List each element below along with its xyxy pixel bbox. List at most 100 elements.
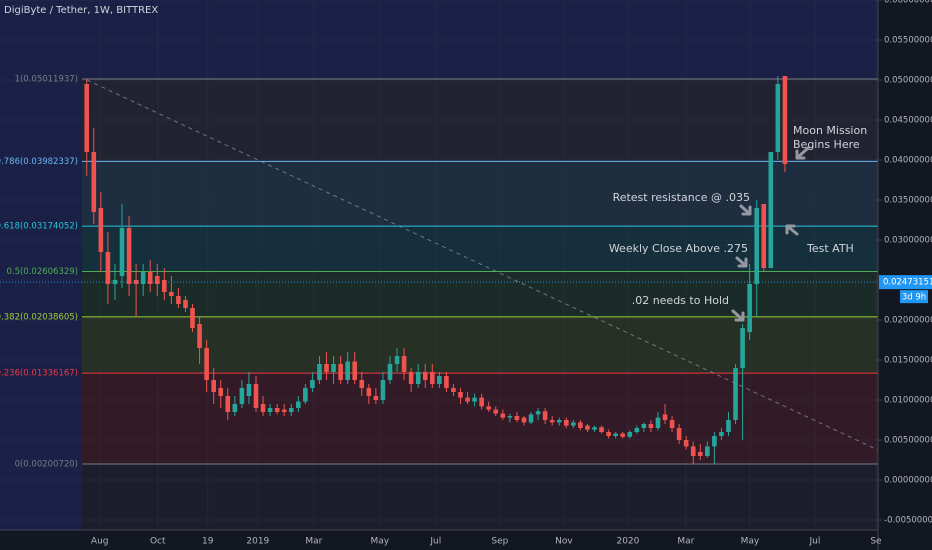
candle-body <box>458 392 463 398</box>
candle-body <box>415 372 421 384</box>
candle-body <box>105 252 111 284</box>
fib-label: 0.5(0.02606329) <box>6 267 78 277</box>
candle-body <box>345 361 350 380</box>
y-tick-label: 0.03500000 <box>884 196 932 206</box>
fib-label: 1(0.05011937) <box>15 75 78 85</box>
candle-body <box>422 372 428 380</box>
candle-body <box>676 428 682 440</box>
x-tick-label: Se <box>870 537 882 547</box>
fib-label: 0.618(0.03174052) <box>0 222 78 232</box>
candle-body <box>176 296 181 304</box>
candle-body <box>140 272 146 284</box>
annotation: .02 needs to Hold <box>632 294 729 307</box>
candle-body <box>169 292 174 296</box>
candle-body <box>535 411 541 415</box>
candle-body <box>479 397 484 407</box>
arrow <box>795 146 810 160</box>
candle-body <box>204 348 209 380</box>
x-tick-label: 19 <box>202 537 214 547</box>
candle-body <box>303 388 308 402</box>
candle-body <box>669 420 675 428</box>
y-tick-label: 0.06000000 <box>884 0 932 6</box>
countdown-box <box>900 290 928 304</box>
candle-body <box>740 328 745 368</box>
candle-body <box>705 446 710 456</box>
chart-title: DigiByte / Tether, 1W, BITTREX <box>4 5 158 16</box>
trend-line <box>86 79 879 451</box>
candle-body <box>225 396 231 412</box>
candle-body <box>197 324 202 348</box>
candle-body <box>190 308 195 328</box>
candle-body <box>401 356 407 372</box>
candle-body <box>655 417 661 428</box>
candle-body <box>761 204 767 268</box>
countdown: 3d 9h <box>902 293 926 303</box>
x-tick-label: 2019 <box>246 537 269 547</box>
fib-label: 0.236(0.01336167) <box>0 369 78 379</box>
x-tick-label: Mar <box>305 537 322 547</box>
candle-body <box>613 433 618 436</box>
candle-body <box>387 364 393 380</box>
x-tick-label: Jul <box>809 537 821 547</box>
candle-body <box>775 84 781 152</box>
fib-below <box>82 463 878 530</box>
x-tick-label: May <box>371 537 390 547</box>
candle-body <box>281 409 287 412</box>
candle-body <box>697 452 703 456</box>
candle-body <box>288 408 294 412</box>
candle-body <box>162 280 167 292</box>
x-tick-label: Sep <box>491 537 508 547</box>
y-tick-label: 0.04000000 <box>884 156 932 166</box>
candle-body <box>634 428 640 432</box>
candle-body <box>747 284 752 332</box>
candle-body <box>126 228 132 284</box>
candle-body <box>98 208 104 252</box>
candle-body <box>733 368 738 420</box>
candle-body <box>648 424 654 428</box>
candle-body <box>712 436 717 447</box>
candle-body <box>683 440 689 447</box>
candle-body <box>232 404 238 412</box>
candle-body <box>444 376 449 388</box>
candle-body <box>246 384 252 396</box>
x-tick-label: May <box>741 537 760 547</box>
candle-body <box>549 420 555 423</box>
x-tick-label: Mar <box>677 537 694 547</box>
annotation: Retest resistance @ .035 <box>613 191 750 204</box>
candle-body <box>310 380 315 388</box>
annotation: Test ATH <box>806 242 854 255</box>
candle-body <box>366 388 372 396</box>
candle-body <box>183 300 188 308</box>
candle-body <box>437 376 442 384</box>
candle-body <box>296 401 301 408</box>
x-tick-label: 2020 <box>616 537 639 547</box>
x-tick-label: Jul <box>429 537 441 547</box>
candle-body <box>331 364 336 372</box>
candle-body <box>542 411 548 420</box>
candle-body <box>373 396 379 400</box>
candle-body <box>486 406 492 410</box>
x-tick-label: Aug <box>91 537 109 547</box>
candle-body <box>528 414 534 423</box>
last-price-label: 0.02473151 <box>883 278 932 288</box>
candle-body <box>641 424 647 428</box>
candle-body <box>147 272 153 284</box>
x-tick-label: Oct <box>150 537 166 547</box>
x-tick-label: Nov <box>555 537 573 547</box>
candle-body <box>451 388 456 392</box>
candle-body <box>585 425 590 430</box>
candle-body <box>782 76 788 164</box>
candle-body <box>154 276 160 284</box>
candle-body <box>563 420 569 426</box>
candle-body <box>91 152 97 212</box>
y-tick-label: 0.00500000 <box>884 436 932 446</box>
candle-body <box>324 364 329 372</box>
candle-body <box>514 416 520 420</box>
candle-body <box>754 208 760 284</box>
candle-body <box>112 280 118 284</box>
fib-band <box>82 316 878 374</box>
last-price-box <box>879 275 932 290</box>
candle-body <box>359 380 365 388</box>
fib-label: 0.786(0.03982337) <box>0 157 78 167</box>
